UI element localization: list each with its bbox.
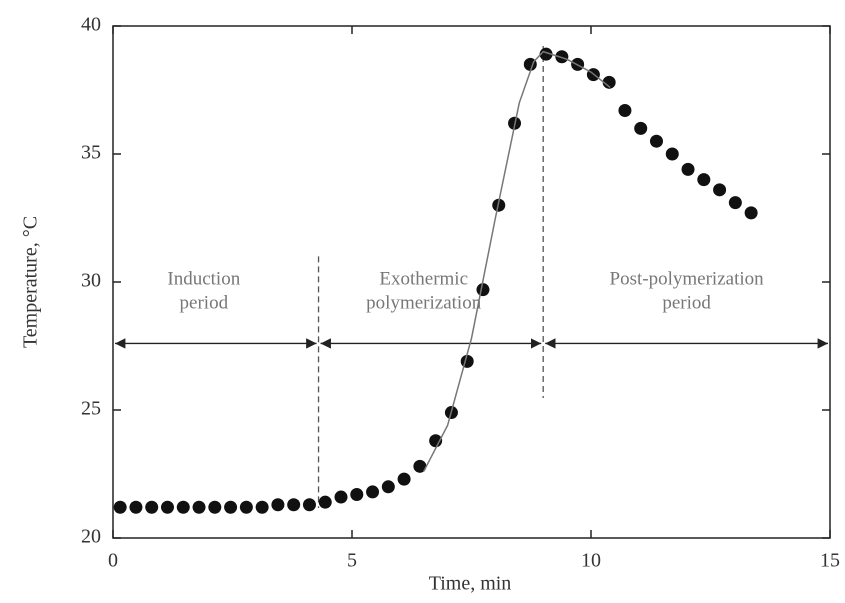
data-point <box>287 498 300 511</box>
data-point <box>650 135 663 148</box>
data-point <box>729 196 742 209</box>
x-axis-label: Time, min <box>429 573 512 595</box>
data-point <box>476 283 489 296</box>
data-point <box>193 501 206 514</box>
fit-line <box>424 52 610 472</box>
data-point <box>240 501 253 514</box>
y-tick-label: 35 <box>81 142 101 164</box>
x-tick-label: 15 <box>820 550 840 572</box>
annotation: Exothermic <box>379 269 468 290</box>
annotation: period <box>662 293 711 314</box>
data-point <box>114 501 127 514</box>
y-tick-label: 25 <box>81 398 101 420</box>
data-point <box>256 501 269 514</box>
data-point <box>335 491 348 504</box>
data-point <box>682 163 695 176</box>
x-tick-label: 0 <box>108 550 118 572</box>
data-point <box>634 122 647 135</box>
data-point <box>618 104 631 117</box>
data-point <box>697 173 710 186</box>
x-tick-label: 10 <box>581 550 601 572</box>
y-axis-label: Temperature, °C <box>20 216 42 348</box>
y-tick-label: 20 <box>81 526 101 548</box>
annotation: polymerization <box>366 293 482 314</box>
annotation: period <box>180 293 229 314</box>
chart: Time, min Temperature, °C 20 25 30 35 40 0 5 10… <box>0 0 845 603</box>
data-point <box>319 496 332 509</box>
y-tick-label: 40 <box>81 14 101 36</box>
annotation: Induction <box>167 269 240 290</box>
y-tick-label: 30 <box>81 270 101 292</box>
data-point <box>350 488 363 501</box>
data-point <box>224 501 237 514</box>
data-point <box>366 485 379 498</box>
data-point <box>713 183 726 196</box>
x-tick-label: 5 <box>347 550 357 572</box>
data-point <box>177 501 190 514</box>
data-point <box>303 498 316 511</box>
data-point <box>145 501 158 514</box>
annotation: Post-polymerization <box>610 269 765 290</box>
data-point <box>208 501 221 514</box>
data-point <box>666 148 679 161</box>
data-point <box>382 480 395 493</box>
data-point <box>161 501 174 514</box>
data-point <box>129 501 142 514</box>
data-point <box>271 498 284 511</box>
data-point <box>745 206 758 219</box>
data-point <box>398 473 411 486</box>
